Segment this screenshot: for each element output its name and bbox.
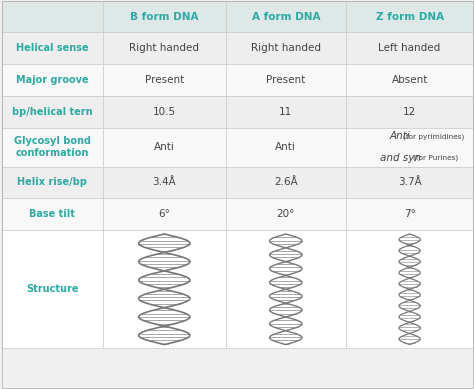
- Bar: [1, 96, 103, 128]
- Bar: [103, 128, 226, 166]
- Bar: [103, 230, 226, 349]
- Bar: [1, 32, 103, 64]
- Text: B form DNA: B form DNA: [130, 12, 199, 21]
- Text: (for pyrimidines): (for pyrimidines): [402, 133, 464, 140]
- Text: 11: 11: [279, 107, 292, 117]
- Text: Helix rise/bp: Helix rise/bp: [17, 177, 87, 187]
- Bar: [346, 166, 474, 198]
- Text: A form DNA: A form DNA: [252, 12, 320, 21]
- Text: 12: 12: [403, 107, 416, 117]
- Bar: [346, 128, 474, 166]
- Text: Structure: Structure: [26, 284, 79, 294]
- Bar: [1, 1, 103, 32]
- Text: Base tilt: Base tilt: [29, 209, 75, 219]
- Bar: [346, 32, 474, 64]
- Bar: [103, 96, 226, 128]
- Bar: [346, 198, 474, 230]
- Text: (for Purines): (for Purines): [413, 155, 458, 161]
- Bar: [346, 96, 474, 128]
- Bar: [226, 64, 346, 96]
- Text: Z form DNA: Z form DNA: [375, 12, 444, 21]
- Bar: [346, 1, 474, 32]
- Text: 2.6Å: 2.6Å: [274, 177, 298, 187]
- Bar: [103, 198, 226, 230]
- Text: Major groove: Major groove: [16, 75, 89, 85]
- Text: Present: Present: [266, 75, 305, 85]
- Text: and syn: and syn: [380, 153, 421, 163]
- Bar: [1, 166, 103, 198]
- Text: Anti: Anti: [154, 142, 175, 152]
- Bar: [103, 1, 226, 32]
- Text: Glycosyl bond
conformation: Glycosyl bond conformation: [14, 137, 91, 158]
- Text: Left handed: Left handed: [379, 43, 441, 53]
- Text: Present: Present: [145, 75, 184, 85]
- Bar: [346, 64, 474, 96]
- Text: 20°: 20°: [277, 209, 295, 219]
- Bar: [103, 32, 226, 64]
- Bar: [226, 1, 346, 32]
- Text: bp/helical tern: bp/helical tern: [12, 107, 92, 117]
- Text: Right handed: Right handed: [251, 43, 321, 53]
- Text: 3.7Å: 3.7Å: [398, 177, 421, 187]
- Bar: [346, 230, 474, 349]
- Text: Anti: Anti: [390, 131, 410, 141]
- Text: 10.5: 10.5: [153, 107, 176, 117]
- Text: Right handed: Right handed: [129, 43, 199, 53]
- Bar: [226, 166, 346, 198]
- Text: 6°: 6°: [158, 209, 170, 219]
- Text: Absent: Absent: [392, 75, 428, 85]
- Text: 7°: 7°: [404, 209, 416, 219]
- Bar: [103, 166, 226, 198]
- Text: Anti: Anti: [275, 142, 296, 152]
- Text: 3.4Å: 3.4Å: [153, 177, 176, 187]
- Text: Helical sense: Helical sense: [16, 43, 89, 53]
- Bar: [226, 96, 346, 128]
- Bar: [226, 230, 346, 349]
- Bar: [1, 198, 103, 230]
- Bar: [226, 128, 346, 166]
- Bar: [103, 64, 226, 96]
- Bar: [1, 230, 103, 349]
- Bar: [1, 64, 103, 96]
- Bar: [226, 198, 346, 230]
- Bar: [226, 32, 346, 64]
- Bar: [1, 128, 103, 166]
